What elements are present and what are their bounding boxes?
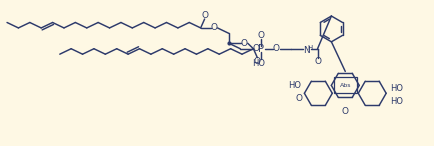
Text: HO: HO xyxy=(252,59,265,68)
Text: P: P xyxy=(257,44,263,54)
Text: O: O xyxy=(240,39,247,48)
FancyBboxPatch shape xyxy=(333,77,356,93)
Text: O: O xyxy=(313,57,320,66)
Text: O: O xyxy=(253,57,260,66)
Text: O: O xyxy=(201,11,207,20)
Text: N: N xyxy=(302,46,309,55)
Text: O: O xyxy=(272,44,279,53)
Text: O: O xyxy=(295,94,302,102)
Text: O: O xyxy=(341,107,348,116)
Text: O: O xyxy=(257,31,264,40)
Text: HO: HO xyxy=(389,84,402,93)
Text: O: O xyxy=(210,23,217,32)
Text: HO: HO xyxy=(287,81,300,90)
Text: O: O xyxy=(252,44,259,53)
Text: Abs: Abs xyxy=(339,83,350,88)
Text: H: H xyxy=(306,45,312,51)
Text: HO: HO xyxy=(389,97,402,106)
